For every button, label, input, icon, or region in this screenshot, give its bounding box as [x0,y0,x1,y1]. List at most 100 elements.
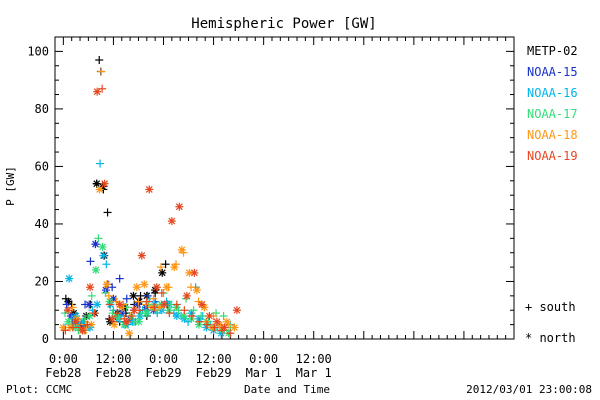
north-point [190,268,199,277]
north-point [205,311,214,320]
south-point [81,314,90,323]
south-point [226,329,235,338]
symbol-legend-entry: + south [525,300,576,314]
south-point [105,300,114,309]
north-point [170,263,179,272]
symbol-legend-entry: * north [525,331,576,345]
south-point [157,288,166,297]
south-point [96,159,105,168]
north-point [93,87,102,96]
x-axis-label: Date and Time [244,383,330,396]
north-point [158,268,167,277]
x-tick-date-label: Mar 1 [246,366,282,380]
south-point [95,56,104,65]
north-point [102,280,111,289]
south-point [149,294,158,303]
north-point [125,329,134,338]
north-point [197,300,206,309]
north-point [93,300,102,309]
south-point [161,260,170,269]
north-point [137,251,146,260]
y-tick-label: 100 [27,44,49,58]
legend-entry: NOAA-16 [527,86,578,100]
north-point [177,245,186,254]
plot-credit: Plot: CCMC [6,383,72,396]
north-point [86,283,95,292]
legend-entry: NOAA-17 [527,107,578,121]
north-point [85,311,94,320]
south-point [187,311,196,320]
north-point [100,179,109,188]
south-point [68,303,77,312]
north-point [95,185,104,194]
x-tick-time-label: 12:00 [196,352,232,366]
south-point [62,300,71,309]
north-point [142,309,151,318]
south-point [219,311,228,320]
south-point [122,294,131,303]
north-point [63,306,72,315]
plot-frame [54,36,515,340]
x-tick-date-label: Feb29 [196,366,232,380]
y-tick-label: 60 [35,159,49,173]
south-point [102,260,111,269]
north-point [192,286,201,295]
south-point [187,283,196,292]
north-point [71,317,80,326]
south-point [83,320,92,329]
north-point [129,291,138,300]
north-point [78,326,87,335]
north-point [175,202,184,211]
north-point [162,283,171,292]
y-tick-label: 80 [35,102,49,116]
x-tick-time-label: 12:00 [95,352,131,366]
south-point [165,309,174,318]
north-point [160,300,169,309]
legend-entry: NOAA-19 [527,149,578,163]
south-point [134,297,143,306]
plot-timestamp: 2012/03/01 23:00:08 [466,383,592,396]
x-tick-date-label: Feb28 [95,366,131,380]
north-point [91,240,100,249]
south-point [61,326,70,335]
north-point [220,323,229,332]
north-point [91,265,100,274]
symbol-legend: + south * north [525,300,576,345]
chart-title: Hemispheric Power [GW] [191,16,376,32]
north-point [212,317,221,326]
south-point [197,311,206,320]
y-tick-label: 20 [35,274,49,288]
x-tick-time-label: 0:00 [149,352,178,366]
north-point [98,242,107,251]
x-tick-time-label: 0:00 [49,352,78,366]
south-point [97,67,106,76]
south-point [150,303,159,312]
legend-entry: NOAA-15 [527,65,578,79]
north-point [108,314,117,323]
north-point [232,306,241,315]
y-axis: 0 20 40 60 80 100 [27,44,514,346]
north-point [122,317,131,326]
north-point [230,323,239,332]
y-tick-label: 0 [42,332,49,346]
south-point [104,291,113,300]
north-point [65,274,74,283]
y-tick-label: 40 [35,217,49,231]
north-point [85,300,94,309]
series-legend: METP-02 NOAA-15 NOAA-16 NOAA-17 NOAA-18 NOAA-… [527,44,578,163]
south-point [115,274,124,283]
north-point [167,217,176,226]
x-tick-date-label: Feb28 [45,366,81,380]
south-point [90,309,99,318]
south-point [172,300,181,309]
north-point [145,185,154,194]
north-point [99,251,108,260]
north-point [182,291,191,300]
north-point [92,179,101,188]
north-point [110,320,119,329]
data-marks [59,56,241,338]
north-point [134,317,143,326]
north-point [130,306,139,315]
south-point [94,234,103,243]
